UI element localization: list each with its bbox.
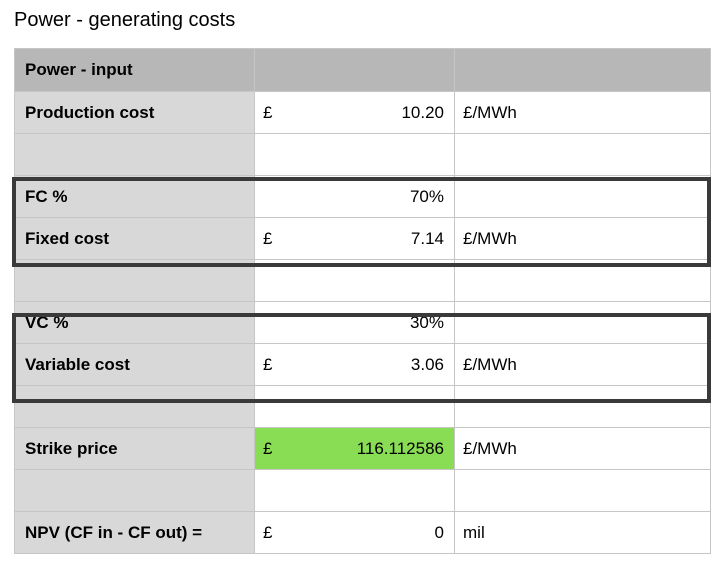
currency-symbol: £ — [263, 354, 273, 374]
cell-value-vc-percent[interactable]: 30% — [254, 301, 455, 344]
row-fc-percent: FC % 70% — [14, 175, 711, 218]
currency-symbol: £ — [263, 522, 273, 542]
page-title: Power - generating costs — [14, 9, 236, 31]
cell-value-blank[interactable] — [254, 385, 455, 428]
header-cell-value[interactable] — [254, 48, 455, 92]
currency-symbol: £ — [263, 228, 273, 248]
row-blank-2 — [14, 259, 711, 302]
amount: 10.20 — [401, 102, 444, 122]
row-blank-1 — [14, 133, 711, 176]
cell-value-fc-percent[interactable]: 70% — [254, 175, 455, 218]
cell-label-fc-percent[interactable]: FC % — [14, 175, 255, 218]
cell-value-fixed-cost[interactable]: £ 7.14 — [254, 217, 455, 260]
cell-label-npv[interactable]: NPV (CF in - CF out) = — [14, 511, 255, 554]
cell-unit-blank[interactable] — [454, 385, 711, 428]
row-blank-4 — [14, 469, 711, 512]
amount: 7.14 — [410, 228, 444, 248]
cell-value-variable-cost[interactable]: £ 3.06 — [254, 343, 455, 386]
row-blank-3 — [14, 385, 711, 428]
row-npv: NPV (CF in - CF out) = £ 0 mil — [14, 511, 711, 554]
amount: 3.06 — [410, 354, 444, 374]
cell-label-blank[interactable] — [14, 385, 255, 428]
header-cell-label[interactable]: Power - input — [14, 48, 255, 92]
currency-symbol: £ — [263, 102, 273, 122]
row-strike-price: Strike price £ 116.112586 £/MWh — [14, 427, 711, 470]
cell-label-strike-price[interactable]: Strike price — [14, 427, 255, 470]
cell-value-blank[interactable] — [254, 469, 455, 512]
cell-unit-variable-cost[interactable]: £/MWh — [454, 343, 711, 386]
cell-label-blank[interactable] — [14, 133, 255, 176]
cell-label-blank[interactable] — [14, 469, 255, 512]
cell-label-blank[interactable] — [14, 259, 255, 302]
spreadsheet-table: Power - input Production cost £ 10.20 £/… — [14, 48, 711, 554]
cell-unit-blank[interactable] — [454, 259, 711, 302]
row-production-cost: Production cost £ 10.20 £/MWh — [14, 91, 711, 134]
cell-label-vc-percent[interactable]: VC % — [14, 301, 255, 344]
amount: 116.112586 — [356, 438, 444, 458]
cell-value-strike-price[interactable]: £ 116.112586 — [254, 427, 455, 470]
amount: 30% — [409, 312, 444, 332]
cell-label-production-cost[interactable]: Production cost — [14, 91, 255, 134]
amount: 70% — [409, 186, 444, 206]
cell-label-fixed-cost[interactable]: Fixed cost — [14, 217, 255, 260]
cell-unit-strike-price[interactable]: £/MWh — [454, 427, 711, 470]
currency-symbol: £ — [263, 438, 273, 458]
cell-value-npv[interactable]: £ 0 — [254, 511, 455, 554]
header-row: Power - input — [14, 48, 711, 92]
row-variable-cost: Variable cost £ 3.06 £/MWh — [14, 343, 711, 386]
cell-unit-npv[interactable]: mil — [454, 511, 711, 554]
row-vc-percent: VC % 30% — [14, 301, 711, 344]
cell-value-production-cost[interactable]: £ 10.20 — [254, 91, 455, 134]
cell-unit-fixed-cost[interactable]: £/MWh — [454, 217, 711, 260]
cell-unit-production-cost[interactable]: £/MWh — [454, 91, 711, 134]
amount: 0 — [434, 522, 444, 542]
header-cell-unit[interactable] — [454, 48, 711, 92]
row-fixed-cost: Fixed cost £ 7.14 £/MWh — [14, 217, 711, 260]
cell-unit-blank[interactable] — [454, 133, 711, 176]
cell-label-variable-cost[interactable]: Variable cost — [14, 343, 255, 386]
cell-unit-vc-percent[interactable] — [454, 301, 711, 344]
cell-unit-blank[interactable] — [454, 469, 711, 512]
cell-value-blank[interactable] — [254, 133, 455, 176]
cell-value-blank[interactable] — [254, 259, 455, 302]
cell-unit-fc-percent[interactable] — [454, 175, 711, 218]
